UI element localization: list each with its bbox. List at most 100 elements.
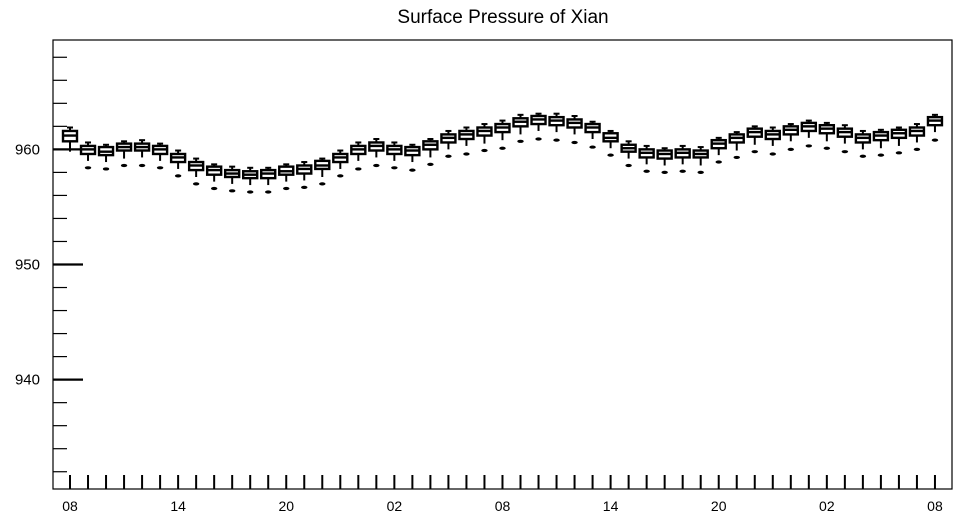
box-plot	[115, 140, 133, 168]
box-outlier	[247, 190, 254, 194]
box-plot	[404, 143, 421, 172]
box-outlier	[102, 167, 110, 171]
box-outlier	[679, 169, 686, 173]
box-plot	[368, 138, 385, 168]
x-axis: 08 14 20 02 08 14 20 02 08	[62, 475, 943, 514]
box-plot	[97, 143, 115, 171]
box-outlier	[715, 160, 722, 164]
box-outlier	[319, 182, 326, 186]
box-plot	[79, 141, 97, 170]
x-tick-label: 20	[711, 498, 727, 514]
box-plot	[458, 126, 475, 156]
box-outlier	[192, 182, 200, 186]
box-plot	[764, 126, 781, 156]
box-plot	[422, 138, 439, 166]
box-plot	[512, 113, 529, 143]
box-plot	[836, 124, 854, 154]
box-plot	[602, 129, 619, 157]
box-outlier	[301, 185, 308, 189]
y-tick-label: 940	[15, 372, 40, 389]
box-plot	[728, 131, 745, 160]
box-plot	[169, 149, 187, 178]
box-outlier	[661, 170, 668, 174]
box-outlier	[859, 154, 867, 158]
box-plot	[350, 141, 367, 171]
box-plot	[854, 129, 872, 158]
box-plot	[386, 141, 403, 170]
box-plot	[61, 126, 79, 152]
box-plot	[296, 161, 313, 189]
y-tick-label: 950	[15, 257, 40, 274]
box-plot	[260, 166, 277, 194]
box-outlier	[228, 189, 236, 193]
box-outlier	[373, 163, 380, 168]
box-outlier	[138, 163, 146, 168]
box-plot	[440, 129, 457, 158]
box-outlier	[553, 138, 560, 142]
box-outlier	[499, 146, 506, 150]
box-outlier	[265, 190, 272, 194]
x-tick-label: 02	[387, 498, 403, 514]
box-plot	[674, 144, 691, 173]
x-tick-label: 08	[927, 498, 943, 514]
box-plot	[205, 163, 223, 191]
box-series	[61, 112, 944, 194]
box-plot	[746, 125, 763, 154]
box-outlier	[805, 144, 813, 148]
box-plot	[476, 123, 493, 153]
box-outlier	[517, 139, 524, 143]
x-tick-label: 14	[170, 498, 186, 514]
box-plot	[710, 136, 727, 164]
box-plot	[241, 166, 259, 194]
box-plot	[548, 112, 565, 142]
box-plot	[926, 113, 944, 142]
box-outlier	[697, 170, 704, 174]
box-outlier	[156, 166, 164, 170]
box-plot	[151, 142, 169, 170]
box-outlier	[751, 150, 758, 154]
box-outlier	[283, 186, 290, 191]
box-outlier	[535, 137, 542, 141]
box-outlier	[823, 146, 831, 150]
box-plot	[223, 165, 241, 193]
box-outlier	[643, 169, 650, 173]
box-outlier	[463, 152, 470, 156]
box-outlier	[769, 152, 776, 156]
box-outlier	[877, 153, 885, 157]
box-plot	[332, 149, 349, 178]
box-outlier	[84, 166, 92, 170]
box-outlier	[787, 147, 794, 151]
box-plot	[782, 123, 799, 151]
box-plot	[800, 119, 818, 148]
x-tick-label: 20	[278, 498, 294, 514]
box-plot	[584, 120, 601, 149]
box-outlier	[174, 174, 182, 178]
box-outlier	[913, 147, 921, 151]
box-outlier	[445, 154, 452, 158]
box-outlier	[391, 166, 398, 170]
box-outlier	[481, 148, 488, 153]
box-plot	[530, 112, 547, 141]
box-plot	[133, 139, 151, 168]
box-outlier	[895, 151, 903, 155]
box-outlier	[607, 153, 614, 157]
y-tick-label: 960	[15, 141, 40, 158]
box-plot	[638, 144, 655, 173]
box-plot	[620, 140, 637, 168]
x-tick-label: 08	[62, 498, 78, 514]
plot-frame	[52, 39, 953, 490]
box-outlier	[409, 168, 416, 172]
box-plot	[278, 163, 295, 191]
box-outlier	[589, 145, 596, 149]
box-plot	[187, 157, 205, 186]
box-outlier	[427, 162, 434, 166]
box-plot	[872, 128, 890, 157]
box-outlier	[625, 163, 632, 168]
box-outlier	[733, 155, 740, 160]
box-outlier	[120, 163, 128, 168]
box-plot	[314, 157, 331, 186]
x-tick-label: 14	[603, 498, 619, 514]
box-plot	[908, 123, 926, 151]
x-tick-label: 08	[495, 498, 511, 514]
